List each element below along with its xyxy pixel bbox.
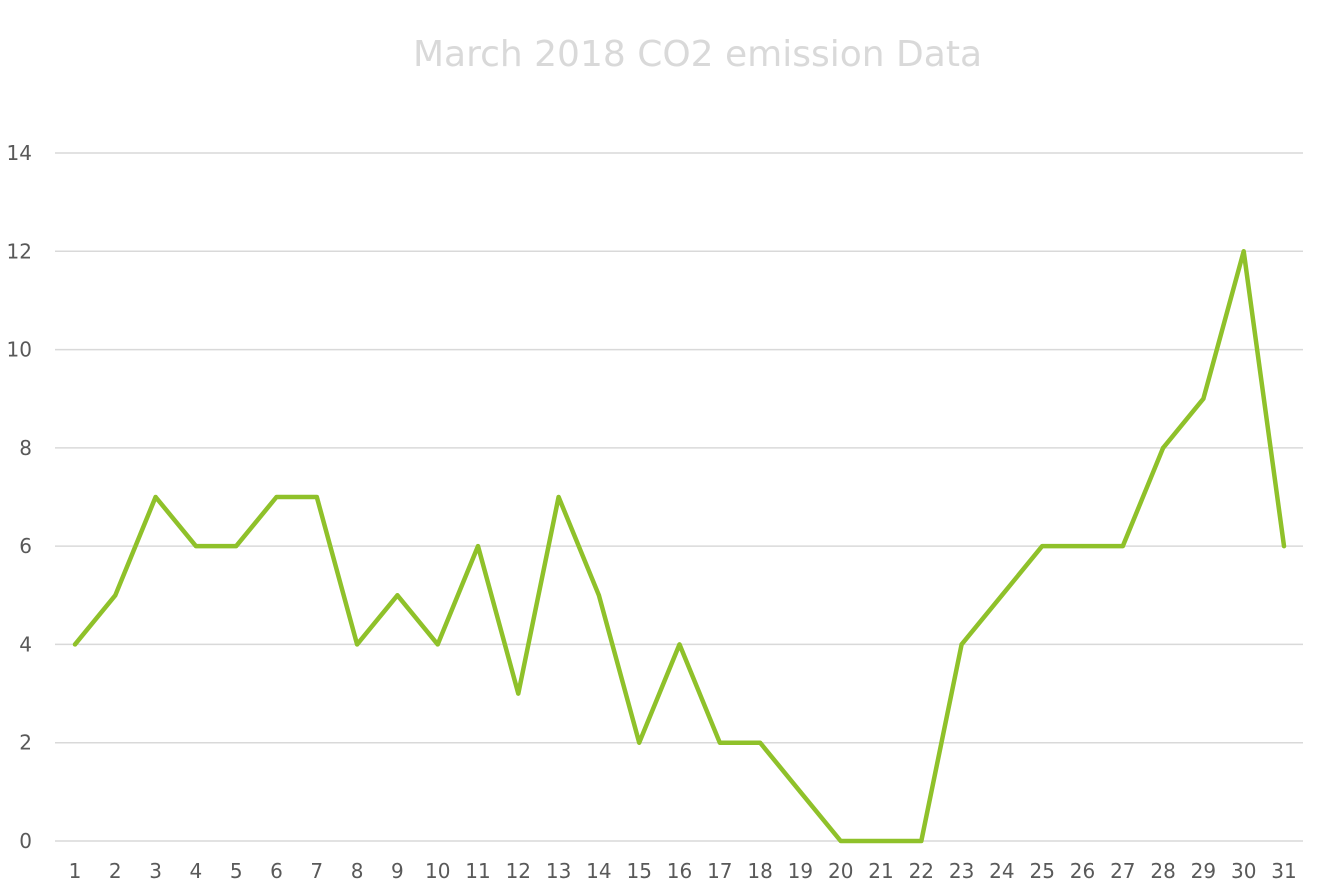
data-point <box>314 495 319 499</box>
y-tick-label: 6 <box>19 534 32 558</box>
y-tick-label: 8 <box>19 436 32 460</box>
chart-title: March 2018 CO2 emission Data <box>412 34 983 75</box>
x-tick-label: 30 <box>1231 859 1256 883</box>
y-tick-label: 4 <box>19 632 32 656</box>
data-point <box>838 839 843 843</box>
x-tick-label: 16 <box>667 859 692 883</box>
y-tick-label: 2 <box>19 731 32 755</box>
x-tick-label: 9 <box>391 859 404 883</box>
data-point <box>476 544 480 549</box>
x-tick-label: 18 <box>747 859 772 883</box>
x-tick-label: 2 <box>109 859 122 883</box>
x-tick-label: 8 <box>351 859 364 883</box>
y-tick-label: 12 <box>7 239 32 263</box>
x-tick-label: 10 <box>425 859 450 883</box>
data-point <box>1282 544 1286 549</box>
data-point <box>999 593 1004 598</box>
data-point <box>596 593 601 598</box>
x-tick-label: 3 <box>149 859 162 883</box>
x-tick-label: 28 <box>1150 859 1175 883</box>
x-tick-label: 4 <box>190 859 203 883</box>
data-point <box>1120 544 1125 549</box>
data-point <box>717 740 722 745</box>
x-tick-label: 22 <box>909 859 934 883</box>
data-point <box>798 789 803 794</box>
data-point <box>637 740 642 745</box>
data-point <box>1201 396 1206 401</box>
x-tick-label: 17 <box>707 859 732 883</box>
data-point <box>113 593 118 598</box>
data-point <box>274 495 279 499</box>
data-point <box>1241 249 1246 254</box>
data-point <box>153 495 158 499</box>
data-point <box>1080 544 1085 549</box>
x-tick-label: 29 <box>1191 859 1216 883</box>
data-point <box>355 642 360 647</box>
y-axis-ticks: 0 2 4 6 8 10 12 14 <box>7 141 32 853</box>
x-tick-label: 26 <box>1070 859 1095 883</box>
x-tick-label: 6 <box>270 859 283 883</box>
x-tick-label: 12 <box>506 859 531 883</box>
y-tick-label: 14 <box>7 141 32 165</box>
data-point <box>73 642 77 647</box>
data-point <box>919 839 924 843</box>
data-point <box>959 642 964 647</box>
data-point <box>516 691 521 696</box>
gridlines <box>55 152 1303 842</box>
x-tick-label: 31 <box>1271 859 1296 883</box>
data-point <box>1040 544 1045 549</box>
x-tick-label: 11 <box>465 859 490 883</box>
y-tick-label: 10 <box>7 338 32 362</box>
data-point <box>879 839 883 843</box>
data-point <box>1161 445 1166 450</box>
x-tick-label: 27 <box>1110 859 1135 883</box>
x-tick-label: 20 <box>828 859 853 883</box>
x-tick-label: 23 <box>949 859 974 883</box>
data-point <box>395 593 400 598</box>
series-lines <box>72 249 1287 844</box>
x-tick-label: 5 <box>230 859 243 883</box>
data-point <box>234 544 239 549</box>
x-tick-label: 13 <box>546 859 571 883</box>
x-tick-label: 25 <box>1029 859 1054 883</box>
data-point <box>556 495 561 499</box>
y-tick-label: 0 <box>19 829 32 853</box>
x-axis-ticks: 1 2 3 4 5 6 7 8 9 10 11 12 13 14 15 16 17 18 19 20 21 22 23 24 2… <box>69 859 1297 883</box>
data-point <box>677 642 682 647</box>
x-tick-label: 7 <box>310 859 323 883</box>
x-tick-label: 19 <box>788 859 813 883</box>
data-point <box>758 740 763 745</box>
x-tick-label: 1 <box>69 859 82 883</box>
data-point <box>193 544 198 549</box>
data-point <box>435 642 440 647</box>
x-tick-label: 15 <box>626 859 651 883</box>
x-tick-label: 21 <box>868 859 893 883</box>
x-tick-label: 24 <box>989 859 1014 883</box>
x-tick-label: 14 <box>586 859 611 883</box>
